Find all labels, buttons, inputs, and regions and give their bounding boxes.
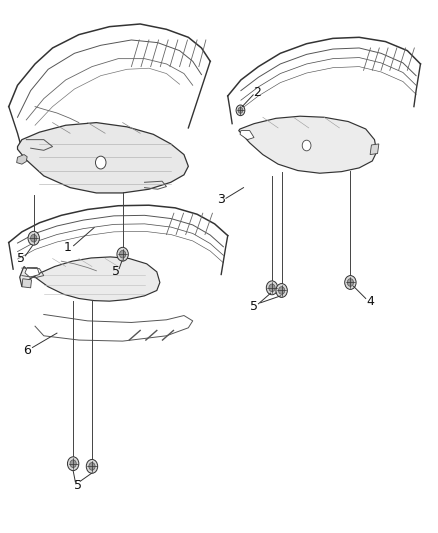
Circle shape [86,459,98,473]
Circle shape [302,140,311,151]
Polygon shape [239,116,377,173]
Polygon shape [240,131,254,140]
Circle shape [70,460,76,467]
Text: 5: 5 [250,300,258,313]
Text: 5: 5 [74,479,82,491]
Polygon shape [20,257,160,301]
Circle shape [89,463,95,470]
Circle shape [266,281,278,295]
Polygon shape [17,155,27,164]
Circle shape [276,284,287,297]
Circle shape [31,235,37,242]
Polygon shape [25,268,39,277]
Text: 2: 2 [253,86,261,99]
Polygon shape [22,279,32,288]
Circle shape [238,107,243,114]
Text: 5: 5 [17,252,25,265]
Circle shape [269,284,275,292]
Circle shape [236,105,245,116]
Circle shape [28,231,39,245]
Text: 1: 1 [64,241,72,254]
Polygon shape [18,123,188,193]
Circle shape [347,279,353,286]
Circle shape [345,276,356,289]
Text: 6: 6 [23,344,31,357]
Circle shape [95,156,106,169]
Text: 3: 3 [217,193,225,206]
Text: 5: 5 [112,265,120,278]
Circle shape [120,251,126,258]
Polygon shape [370,144,379,155]
Text: 4: 4 [366,295,374,308]
Circle shape [279,287,285,294]
Circle shape [117,247,128,261]
Circle shape [67,457,79,471]
